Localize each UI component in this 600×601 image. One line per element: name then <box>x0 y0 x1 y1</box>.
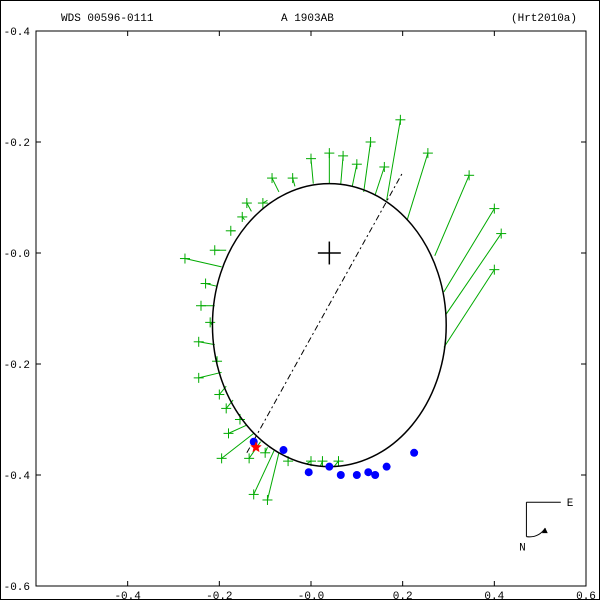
compass-n-label: N <box>519 543 526 555</box>
observation-point <box>353 471 361 479</box>
observation-point <box>325 463 333 471</box>
header-left: WDS 00596-0111 <box>61 13 154 25</box>
residual-line <box>407 153 428 220</box>
observation-point <box>280 446 288 454</box>
compass-e-label: E <box>567 498 574 510</box>
residual-line <box>267 453 278 500</box>
residual-line <box>229 425 247 433</box>
residual-line <box>199 372 222 378</box>
observation-point <box>371 471 379 479</box>
y-tick-label: -0.2 <box>4 138 30 150</box>
y-tick-label: -0.2 <box>4 360 30 372</box>
residual-line <box>375 167 384 195</box>
plot-canvas: WDS 00596-0111 A 1903AB (Hrt2010a) -0.4 -0.2… <box>1 1 600 601</box>
residual-line <box>364 142 371 192</box>
header-center: A 1903AB <box>281 13 334 25</box>
residual-line <box>254 450 275 494</box>
observation-point <box>410 449 418 457</box>
y-tick-label: -0.6 <box>4 582 30 594</box>
residual-line <box>387 120 401 200</box>
orbit-plot: WDS 00596-0111 A 1903AB (Hrt2010a) -0.4 -0.2… <box>0 0 600 600</box>
y-tick-label: -0.4 <box>4 27 31 39</box>
y-tick-label: -0.4 <box>4 471 31 483</box>
observation-point <box>305 468 313 476</box>
residual-line <box>435 175 469 255</box>
observation-point <box>337 471 345 479</box>
residual-line <box>185 259 222 267</box>
orbit-ellipse <box>212 184 446 467</box>
header-right: (Hrt2010a) <box>511 13 577 25</box>
residual-line <box>247 203 252 211</box>
residual-line <box>272 178 279 192</box>
nodes-line <box>247 173 403 453</box>
plot-frame <box>36 31 586 586</box>
observation-point <box>364 468 372 476</box>
observation-point <box>383 463 391 471</box>
residual-line <box>352 164 357 186</box>
residual-line <box>444 209 494 292</box>
y-tick-label: -0.0 <box>4 249 30 261</box>
